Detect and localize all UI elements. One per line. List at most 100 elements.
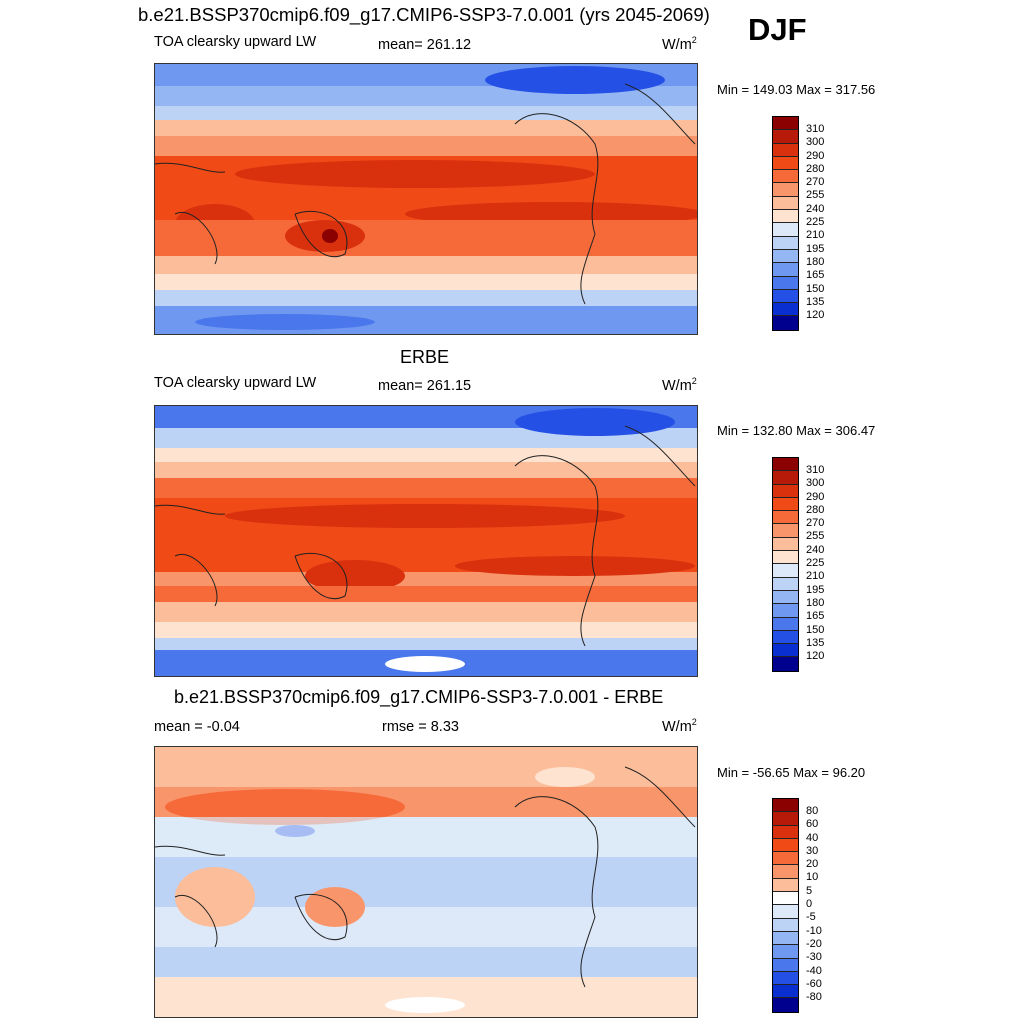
colorbar-cell bbox=[773, 617, 798, 631]
colorbar-cell bbox=[773, 838, 798, 853]
colorbar-tick-label: -40 bbox=[806, 964, 822, 977]
panel2-colorbar-labels: 310 300 290 280 270 255 240 225 210 195 … bbox=[806, 464, 824, 663]
colorbar-cell bbox=[773, 985, 798, 999]
colorbar-cell bbox=[773, 878, 798, 893]
panel3-map-field bbox=[155, 747, 697, 1017]
colorbar-tick-label: -10 bbox=[806, 924, 822, 937]
colorbar-cell bbox=[773, 852, 798, 866]
panel3-minmax: Min = -56.65 Max = 96.20 bbox=[717, 765, 866, 780]
colorbar-cell bbox=[773, 998, 798, 1012]
colorbar-cell bbox=[773, 183, 798, 197]
colorbar-tick-label: 225 bbox=[806, 216, 825, 229]
colorbar-cell bbox=[773, 249, 798, 264]
season-label: DJF bbox=[748, 12, 807, 47]
panel1-map-field bbox=[155, 64, 697, 334]
colorbar-cell bbox=[773, 564, 798, 578]
panel2-map bbox=[154, 405, 698, 677]
panel1-colorbar-labels: 310 300 290 280 270 255 240 225 210 195 … bbox=[806, 123, 824, 322]
colorbar-tick-label: 195 bbox=[806, 583, 825, 596]
panel2-variable-label: TOA clearsky upward LW bbox=[154, 375, 317, 391]
colorbar-tick-label: 195 bbox=[806, 242, 825, 255]
colorbar-cell bbox=[773, 289, 798, 304]
colorbar-cell bbox=[773, 170, 798, 184]
colorbar-tick-label: 255 bbox=[806, 530, 825, 543]
panel3-units: W/m2 bbox=[662, 717, 697, 735]
colorbar-cell bbox=[773, 458, 798, 472]
colorbar-cell bbox=[773, 657, 798, 671]
colorbar-tick-label: 280 bbox=[806, 162, 825, 175]
panel3-map bbox=[154, 746, 698, 1018]
panel2-title: ERBE bbox=[400, 347, 450, 367]
colorbar-tick-label: -5 bbox=[806, 911, 816, 924]
colorbar-tick-label: -80 bbox=[806, 991, 822, 1004]
colorbar-cell bbox=[773, 630, 798, 645]
colorbar-cell bbox=[773, 223, 798, 237]
colorbar-tick-label: 310 bbox=[806, 464, 825, 476]
colorbar-tick-label: 150 bbox=[806, 623, 825, 636]
colorbar-tick-label: 240 bbox=[806, 543, 825, 556]
colorbar-tick-label: 225 bbox=[806, 557, 825, 570]
figure-title: b.e21.BSSP370cmip6.f09_g17.CMIP6-SSP3-7.… bbox=[138, 4, 710, 25]
colorbar-tick-label: 150 bbox=[806, 282, 825, 295]
colorbar-cell bbox=[773, 316, 798, 330]
panel2-units: W/m2 bbox=[662, 376, 697, 394]
colorbar-cell bbox=[773, 263, 798, 277]
colorbar-tick-label: 210 bbox=[806, 229, 825, 242]
colorbar-cell bbox=[773, 905, 798, 919]
colorbar-cell bbox=[773, 812, 798, 826]
colorbar-tick-label: 10 bbox=[806, 871, 819, 884]
colorbar-cell bbox=[773, 210, 798, 224]
colorbar-tick-label: 135 bbox=[806, 636, 825, 649]
panel2-mean-label: mean= 261.15 bbox=[378, 378, 472, 394]
colorbar-cell bbox=[773, 825, 798, 839]
colorbar-cell bbox=[773, 303, 798, 317]
colorbar-cell bbox=[773, 236, 798, 250]
panel1-mean-label: mean= 261.12 bbox=[378, 37, 472, 53]
colorbar-cell bbox=[773, 577, 798, 591]
colorbar-cell bbox=[773, 931, 798, 946]
panel3-title: b.e21.BSSP370cmip6.f09_g17.CMIP6-SSP3-7.… bbox=[174, 687, 664, 707]
colorbar-cell bbox=[773, 143, 798, 157]
colorbar-tick-label: -20 bbox=[806, 937, 822, 950]
panel1-variable-label: TOA clearsky upward LW bbox=[154, 34, 317, 50]
colorbar-tick-label: 80 bbox=[806, 805, 819, 817]
colorbar-cell bbox=[773, 918, 798, 932]
panel3-colorbar bbox=[772, 798, 799, 1013]
colorbar-tick-label: 270 bbox=[806, 517, 825, 530]
colorbar-cell bbox=[773, 524, 798, 538]
colorbar-cell bbox=[773, 865, 798, 879]
colorbar-tick-label: 280 bbox=[806, 503, 825, 516]
colorbar-cell bbox=[773, 471, 798, 485]
colorbar-tick-label: 180 bbox=[806, 255, 825, 268]
colorbar-cell bbox=[773, 537, 798, 552]
panel2-colorbar bbox=[772, 457, 799, 672]
colorbar-tick-label: 20 bbox=[806, 858, 819, 871]
colorbar-tick-label: 120 bbox=[806, 650, 825, 663]
colorbar-tick-label: 255 bbox=[806, 189, 825, 202]
panel3-mean-label: mean = -0.04 bbox=[154, 719, 240, 735]
colorbar-cell bbox=[773, 892, 798, 906]
colorbar-cell bbox=[773, 130, 798, 144]
colorbar-tick-label: 210 bbox=[806, 570, 825, 583]
colorbar-cell bbox=[773, 604, 798, 618]
colorbar-tick-label: 30 bbox=[806, 844, 819, 857]
colorbar-cell bbox=[773, 117, 798, 131]
colorbar-tick-label: 300 bbox=[806, 477, 825, 490]
colorbar-tick-label: 40 bbox=[806, 831, 819, 844]
colorbar-cell bbox=[773, 511, 798, 525]
colorbar-cell bbox=[773, 551, 798, 565]
panel2-minmax: Min = 132.80 Max = 306.47 bbox=[717, 423, 876, 438]
colorbar-tick-label: 0 bbox=[806, 898, 813, 911]
colorbar-tick-label: 60 bbox=[806, 818, 819, 831]
colorbar-tick-label: -60 bbox=[806, 977, 822, 990]
panel3-colorbar-labels: 80 60 40 30 20 10 5 0 -5 -10 -20 -30 -40… bbox=[806, 805, 822, 1004]
colorbar-cell bbox=[773, 971, 798, 986]
panel1-colorbar bbox=[772, 116, 799, 331]
colorbar-cell bbox=[773, 276, 798, 290]
panel1-minmax: Min = 149.03 Max = 317.56 bbox=[717, 82, 876, 97]
colorbar-cell bbox=[773, 156, 798, 171]
colorbar-cell bbox=[773, 958, 798, 972]
colorbar-cell bbox=[773, 799, 798, 813]
colorbar-cell bbox=[773, 497, 798, 512]
colorbar-tick-label: 290 bbox=[806, 149, 825, 162]
